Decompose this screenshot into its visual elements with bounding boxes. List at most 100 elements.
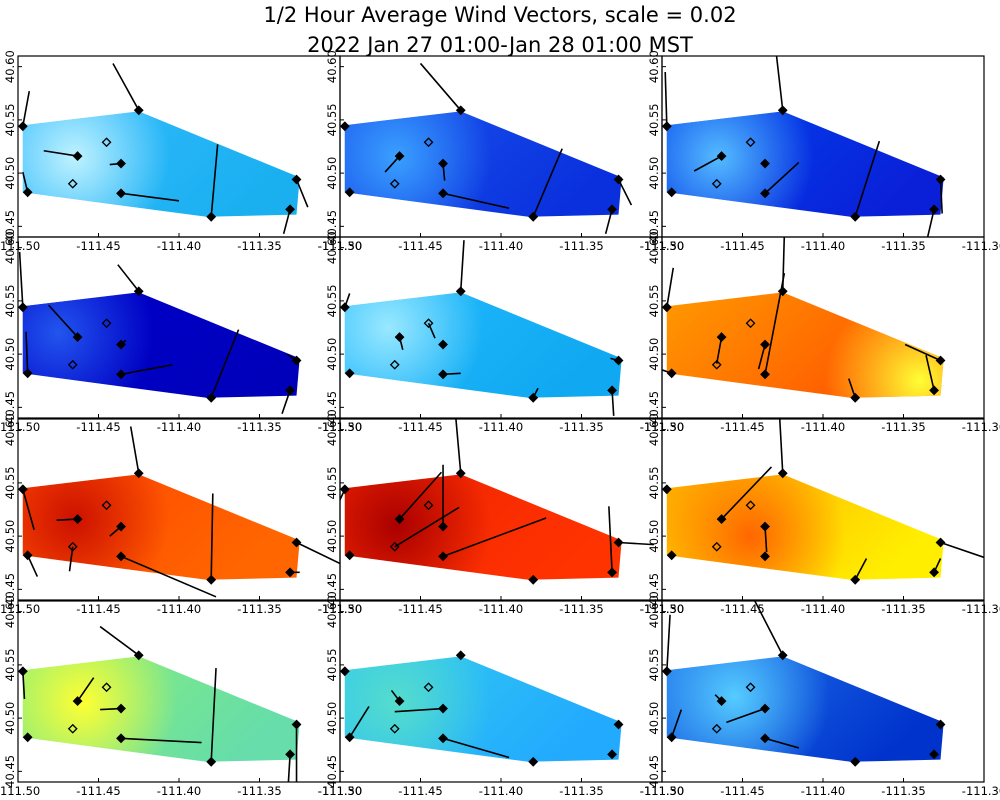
station-marker (116, 188, 126, 199)
station-marker (777, 468, 788, 479)
station-marker (133, 286, 144, 297)
station-marker (423, 500, 434, 511)
x-tick-label: -111.50 (318, 784, 362, 798)
station-marker (716, 696, 727, 707)
y-tick-label: 40.45 (3, 391, 17, 424)
y-tick-label: 40.60 (647, 413, 661, 446)
field-highlight (22, 656, 300, 762)
station-marker (285, 749, 296, 760)
x-tick-label: -111.45 (720, 602, 764, 616)
wind-vector (210, 329, 240, 399)
wind-vector (617, 179, 633, 206)
station-marker (72, 332, 83, 343)
field-highlight (666, 292, 944, 398)
station-marker (101, 682, 112, 693)
y-tick-label: 40.55 (325, 103, 339, 136)
wind-vector (764, 737, 800, 749)
station-marker (929, 567, 940, 578)
wind-vector (666, 614, 671, 672)
field-highlight (344, 111, 622, 217)
wind-vector (117, 264, 140, 292)
wind-vector (781, 237, 786, 292)
wind-vector (419, 62, 462, 111)
x-tick-label: -111.30 (962, 420, 1000, 434)
wind-vector (664, 71, 668, 127)
station-marker (18, 666, 28, 677)
station-marker (777, 286, 788, 297)
wind-vector (210, 668, 217, 762)
y-tick-label: 40.55 (3, 466, 17, 499)
y-tick-label: 40.50 (325, 702, 339, 735)
station-marker (206, 211, 217, 222)
x-tick-label: -111.40 (801, 239, 845, 253)
station-marker (455, 468, 466, 479)
y-tick-label: 40.50 (3, 520, 17, 553)
x-tick-label: -111.40 (157, 239, 201, 253)
x-tick-label: -111.30 (962, 239, 1000, 253)
y-tick-label: 40.45 (325, 210, 339, 243)
wind-vector (904, 343, 941, 362)
wind-vector (296, 541, 340, 565)
y-tick-label: 40.60 (3, 50, 17, 83)
station-marker (438, 339, 448, 350)
chart-title-line-1: 1/2 Hour Average Wind Vectors, scale = 0… (263, 3, 737, 27)
x-tick-label: -111.40 (479, 602, 523, 616)
wind-vector (720, 466, 773, 520)
station-marker (423, 682, 434, 693)
wind-vector (394, 707, 444, 713)
station-marker (133, 468, 144, 479)
wind-vector (295, 179, 309, 208)
station-marker (711, 178, 722, 189)
x-tick-label: -111.45 (398, 602, 442, 616)
y-tick-label: 40.50 (3, 157, 17, 190)
station-marker (850, 392, 861, 403)
station-marker (423, 318, 434, 329)
wind-vector (442, 192, 510, 210)
field-highlight (666, 474, 944, 580)
panel-10: -111.50 -111.45 -111.40 -111.35 -111.3040.45… (0, 595, 362, 798)
y-tick-label: 40.50 (647, 702, 661, 735)
y-tick-label: 40.45 (3, 573, 17, 606)
y-tick-label: 40.60 (647, 50, 661, 83)
y-tick-label: 40.60 (325, 231, 339, 264)
station-marker (285, 204, 296, 215)
y-tick-label: 40.45 (325, 391, 339, 424)
x-tick-label: -111.35 (237, 602, 281, 616)
chart-title-line-2: 2022 Jan 27 01:00-Jan 28 01:00 MST (307, 33, 693, 57)
station-marker (22, 368, 33, 379)
wind-vector (120, 363, 173, 376)
y-tick-label: 40.55 (325, 466, 339, 499)
wind-vector (775, 56, 784, 111)
station-marker (101, 500, 112, 511)
y-tick-label: 40.45 (647, 573, 661, 606)
station-marker (389, 723, 400, 734)
y-tick-label: 40.55 (3, 284, 17, 317)
wind-vector (608, 506, 613, 573)
station-marker (22, 187, 33, 198)
x-tick-label: -111.45 (76, 239, 120, 253)
wind-vector (726, 707, 766, 724)
station-marker (340, 484, 350, 495)
y-tick-label: 40.55 (3, 103, 17, 136)
x-tick-label: -111.35 (881, 239, 925, 253)
station-marker (116, 369, 126, 380)
y-tick-label: 40.50 (3, 702, 17, 735)
station-marker (116, 521, 126, 532)
y-tick-label: 40.45 (3, 210, 17, 243)
wind-vector (43, 149, 78, 157)
station-marker (613, 537, 624, 548)
wind-vector (778, 419, 784, 474)
station-marker (438, 158, 448, 169)
wind-vector (120, 192, 180, 202)
x-tick-label: -111.50 (0, 239, 40, 253)
x-tick-label: -111.40 (157, 602, 201, 616)
panel-1: -111.50 -111.45 -111.40 -111.35 -111.3040.45… (0, 50, 362, 253)
y-tick-label: 40.55 (647, 648, 661, 681)
y-tick-label: 40.50 (647, 520, 661, 553)
wind-vector (281, 390, 291, 415)
field-highlight (666, 656, 944, 762)
wind-vector (459, 240, 465, 292)
station-marker (929, 749, 940, 760)
panel-6: -111.50-111.45-111.40-111.35-111.3040.45… (640, 231, 1000, 434)
